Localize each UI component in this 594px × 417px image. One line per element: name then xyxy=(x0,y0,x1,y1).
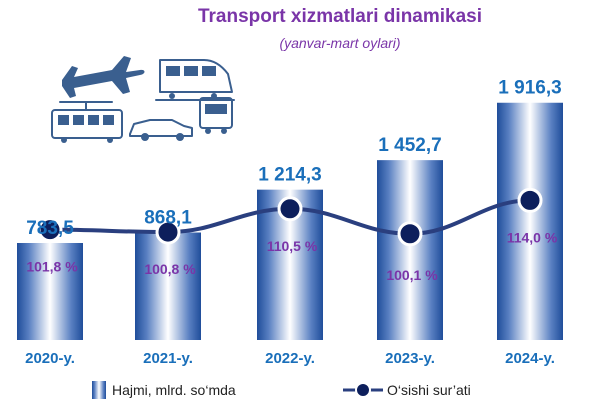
category-label: 2023-y. xyxy=(385,350,435,367)
category-label: 2021-y. xyxy=(143,350,193,367)
airplane-icon xyxy=(62,56,145,98)
category-label: 2024-y. xyxy=(505,350,555,367)
growth-label: 100,8 % xyxy=(144,261,196,277)
bar-series xyxy=(17,102,563,341)
bar-value-label: 868,1 xyxy=(144,208,192,229)
transport-illustration xyxy=(51,56,235,143)
category-labels: 2020-y. 2021-y. 2022-y. 2023-y. 2024-y. xyxy=(25,350,555,367)
value-labels: 783,5 868,1 1 214,3 1 452,7 1 916,3 xyxy=(26,78,561,239)
bar xyxy=(497,102,563,341)
legend-line-label: O‘sishi sur’ati xyxy=(387,382,471,398)
bar xyxy=(135,232,201,340)
growth-marker xyxy=(517,187,543,213)
growth-marker xyxy=(155,219,181,245)
growth-label: 101,8 % xyxy=(26,259,78,275)
bar xyxy=(17,242,83,340)
growth-label: 110,5 % xyxy=(267,238,318,254)
growth-labels: 101,8 % 100,8 % 110,5 % 100,1 % 114,0 % xyxy=(26,229,558,282)
category-label: 2022-y. xyxy=(265,350,315,367)
tram-icon xyxy=(51,101,123,143)
category-label: 2020-y. xyxy=(25,350,75,367)
bar-value-label: 1 452,7 xyxy=(378,135,441,156)
bar xyxy=(377,160,443,340)
legend-bar-swatch xyxy=(92,381,106,399)
growth-marker xyxy=(37,217,63,243)
growth-marker xyxy=(397,221,423,247)
growth-marker xyxy=(277,196,303,222)
bar-value-label: 783,5 xyxy=(26,218,74,239)
car-icon xyxy=(129,119,193,141)
legend-bar-label: Hajmi, mlrd. so‘mda xyxy=(112,382,236,398)
growth-markers xyxy=(37,187,543,247)
train-icon xyxy=(155,59,235,101)
chart-title: Transport xizmatlari dinamikasi xyxy=(198,6,482,27)
legend: Hajmi, mlrd. so‘mda O‘sishi sur’ati xyxy=(92,381,471,399)
growth-label: 114,0 % xyxy=(507,229,558,245)
bar-value-label: 1 214,3 xyxy=(258,165,321,186)
bar-value-label: 1 916,3 xyxy=(498,78,561,99)
chart-subtitle: (yanvar-mart oylari) xyxy=(279,35,400,51)
bus-icon xyxy=(199,97,233,134)
growth-label: 100,1 % xyxy=(386,267,438,283)
legend-marker-swatch xyxy=(355,382,371,398)
